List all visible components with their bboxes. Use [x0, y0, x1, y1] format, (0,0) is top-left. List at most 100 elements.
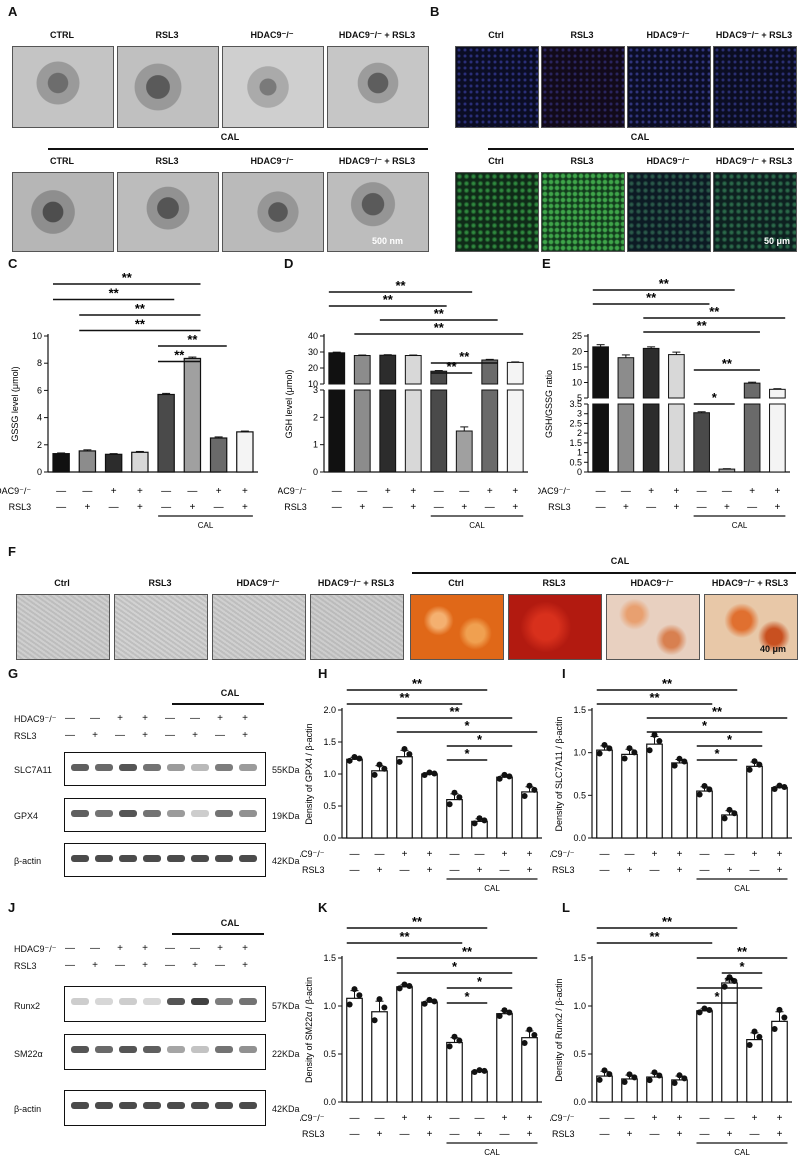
chart-E-sig-mark-1: **: [659, 276, 670, 291]
chart-D-bar-8: [506, 389, 524, 473]
chart-E-bar-3-upper: [642, 347, 660, 399]
chart-E-rsl3-sign-7: —: [747, 502, 757, 513]
chart-I-bar-4: [671, 762, 688, 839]
chart-K-sig-mark-5: *: [477, 974, 483, 989]
chart-C-ytick-label-2: 4: [37, 413, 42, 423]
f-img-cal-hdac: [606, 594, 700, 660]
g-slc7a11-band-1: [71, 764, 89, 771]
g-actin-band-8: [239, 855, 257, 862]
chart-C-bar-8: [236, 431, 254, 473]
chart-E-ltick-label-7: 3.5: [569, 399, 582, 409]
chart-I-dot-7-2: [751, 758, 758, 765]
chart-K-bar-7: [496, 1013, 513, 1103]
chart-E-bar-7-upper: [743, 382, 761, 399]
chart-E-ylabel: GSH/GSSG ratio: [544, 370, 554, 438]
chart-K-rsl3-sign-5: —: [450, 1129, 460, 1140]
chart-H-sig-mark-4: *: [464, 718, 470, 733]
b-if-cal-ctrl: [455, 172, 539, 252]
g-gpx4-band-4: [143, 810, 161, 817]
chart-K-dot-1-3: [356, 992, 363, 999]
chart-L-rsl3-sign-3: —: [650, 1129, 660, 1140]
chart-I-dot-3-3: [656, 738, 663, 745]
g-blot-actin: [64, 843, 266, 877]
chart-H-hdac-sign-3: +: [402, 849, 408, 860]
chart-H-hdac-sign-5: —: [450, 849, 460, 860]
chart-E-sig-mark-2: **: [646, 290, 657, 305]
g-hdac-sign-5: —: [165, 713, 175, 724]
j-sm22-band-1: [71, 1046, 89, 1053]
j-kda-2: 22KDa: [272, 1049, 300, 1059]
j-sm22-band-5: [167, 1046, 185, 1053]
chart-H-dot-4-3: [431, 770, 438, 777]
chart-E-sig-mark-5: **: [722, 356, 733, 371]
chart-C-hdac-sign-3: +: [111, 486, 117, 497]
chart-E-rsl3-row-label: RSL3: [548, 502, 571, 512]
f-label-7: HDAC9⁻/⁻: [630, 578, 674, 588]
j-runx2-band-5: [167, 998, 185, 1005]
chart-D-sig-mark-2: **: [383, 292, 394, 307]
chart-H-hdac-sign-1: —: [350, 849, 360, 860]
chart-L-dot-5-1: [696, 1009, 703, 1016]
chart-D-utick-label-1: 20: [308, 363, 318, 373]
chart-K-rsl3-sign-6: +: [477, 1129, 483, 1140]
chart-K-dot-4-3: [431, 998, 438, 1005]
chart-K-bar-5: [446, 1041, 463, 1103]
chart-I-ytick-label-1: 0.5: [573, 790, 586, 800]
chart-C-hdac-sign-5: —: [161, 486, 171, 497]
chart-K-hdac-row-label: HDAC9⁻/⁻: [300, 1113, 325, 1123]
chart-H-dot-7-2: [501, 771, 508, 778]
chart-L-sig-mark-1: **: [662, 914, 673, 929]
chart-H-ytick-label-2: 1.0: [323, 769, 336, 779]
g-kda-2: 19KDa: [272, 811, 300, 821]
g-actin-band-4: [143, 855, 161, 862]
chart-C-rsl3-sign-6: +: [189, 502, 195, 513]
chart-D-hdac-row-label: HDAC9⁻/⁻: [278, 486, 307, 496]
chart-D-ylabel: GSH level (μmol): [284, 370, 294, 439]
g-rsl3-sign-3: —: [115, 730, 125, 741]
chart-E-rsl3-sign-6: +: [724, 502, 730, 513]
g-slc7a11-band-6: [191, 764, 209, 771]
chart-D-hdac-sign-8: +: [512, 486, 518, 497]
chart-H-dot-5-1: [446, 801, 453, 808]
chart-I-dot-3-2: [651, 731, 658, 738]
f-label-4: HDAC9⁻/⁻ + RSL3: [317, 578, 395, 588]
g-actin-band-3: [119, 855, 137, 862]
chart-C-sig-mark-4: **: [135, 317, 146, 332]
chart-E-hdac-sign-4: +: [673, 486, 679, 497]
chart-C-sig-mark-2: **: [109, 286, 120, 301]
b-label-7: HDAC9⁻/⁻: [646, 156, 690, 166]
chart-H-bar-1: [346, 758, 363, 839]
chart-L-rsl3-sign-8: +: [777, 1129, 783, 1140]
chart-C-bar-7: [209, 437, 228, 473]
chart-H-dot-2-1: [371, 771, 378, 778]
chart-K-bar-1: [346, 997, 363, 1103]
chart-I-rsl3-sign-6: +: [727, 865, 733, 876]
j-hdac-sign-1: —: [65, 943, 75, 954]
chart-E-ltick-label-5: 2.5: [569, 418, 582, 428]
chart-K-dot-4-2: [426, 996, 433, 1003]
chart-H-ytick-label-3: 1.5: [323, 737, 336, 747]
chart-D-bar-7: [481, 389, 499, 473]
chart-H-dot-7-3: [506, 773, 513, 780]
chart-K-dot-2-3: [381, 1004, 388, 1011]
chart-D-rsl3-sign-1: —: [332, 502, 342, 513]
chart-C-cal-label: CAL: [198, 521, 214, 530]
chart-I-ylabel: Density of SLC7A11 / β-actin: [554, 716, 564, 831]
chart-L-bar-3: [646, 1076, 663, 1103]
g-hdac-sign-4: +: [142, 713, 148, 724]
g-cal-label: CAL: [220, 688, 240, 698]
chart-E-cal-label: CAL: [732, 521, 748, 530]
chart-E-bar-5: [693, 412, 710, 473]
chart-I-hdac-sign-5: —: [700, 849, 710, 860]
chart-K-dot-7-2: [501, 1007, 508, 1014]
chart-C-bar-2: [78, 450, 97, 473]
chart-E-bar-1: [592, 403, 609, 473]
j-actin-band-4: [143, 1102, 161, 1109]
g-gpx4-band-6: [191, 810, 209, 817]
chart-H-rsl3-sign-5: —: [450, 865, 460, 876]
chart-H-rsl3-sign-7: —: [500, 865, 510, 876]
chart-D-bar-5: [430, 389, 448, 473]
chart-D-bar-4-upper: [404, 355, 422, 385]
chart-C-sig-mark-6: **: [174, 348, 185, 363]
chart-E-ltick-label-3: 1.5: [569, 438, 582, 448]
